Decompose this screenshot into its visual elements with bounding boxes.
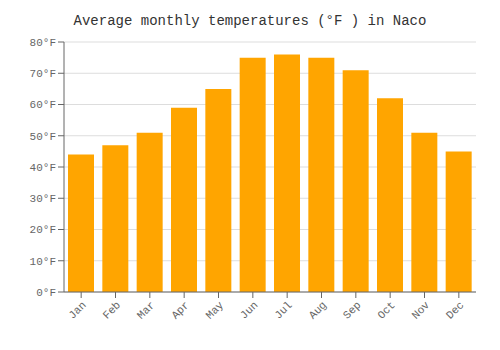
svg-text:Oct: Oct: [375, 299, 397, 321]
svg-text:60°F: 60°F: [30, 99, 56, 111]
svg-text:50°F: 50°F: [30, 131, 56, 143]
svg-text:Jun: Jun: [238, 299, 260, 321]
svg-text:70°F: 70°F: [30, 68, 56, 80]
svg-text:Aug: Aug: [307, 299, 329, 321]
svg-text:Jan: Jan: [66, 299, 88, 321]
svg-text:20°F: 20°F: [30, 224, 56, 236]
svg-text:Feb: Feb: [101, 299, 123, 321]
svg-text:0°F: 0°F: [36, 287, 56, 299]
svg-text:May: May: [204, 299, 227, 322]
svg-text:40°F: 40°F: [30, 162, 56, 174]
svg-text:Jul: Jul: [272, 299, 294, 321]
svg-text:Mar: Mar: [135, 299, 157, 321]
svg-text:Sep: Sep: [341, 299, 363, 321]
html-text:Average monthly temperatures (: Average monthly temperatures (°F ) in Na…: [73, 13, 427, 29]
svg-text:10°F: 10°F: [30, 256, 56, 268]
svg-text:Dec: Dec: [444, 299, 466, 321]
svg-text:Apr: Apr: [169, 299, 191, 321]
svg-text:80°F: 80°F: [30, 37, 56, 49]
svg-text:Nov: Nov: [410, 299, 433, 322]
svg-text:30°F: 30°F: [30, 193, 56, 205]
